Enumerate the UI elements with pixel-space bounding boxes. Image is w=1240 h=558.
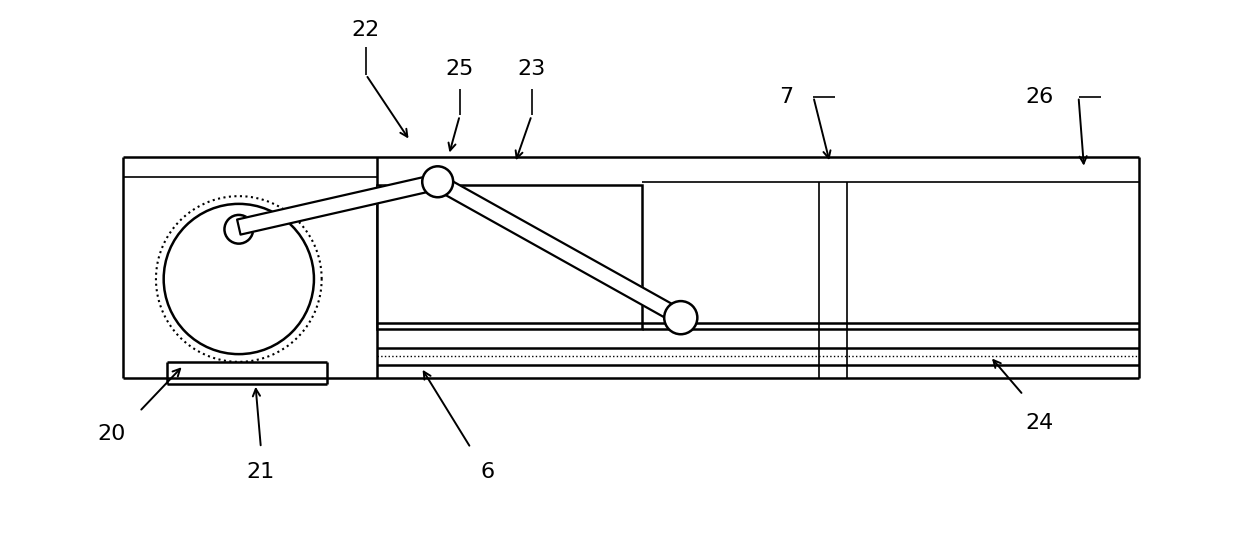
Text: 21: 21 xyxy=(247,463,275,482)
Bar xyxy=(377,185,642,329)
Circle shape xyxy=(224,215,253,244)
Polygon shape xyxy=(237,174,439,234)
Text: 25: 25 xyxy=(445,59,474,79)
Text: 6: 6 xyxy=(480,463,495,482)
Polygon shape xyxy=(434,175,684,324)
Text: 7: 7 xyxy=(779,86,792,107)
Circle shape xyxy=(665,301,697,334)
Text: 26: 26 xyxy=(1025,86,1054,107)
Text: 20: 20 xyxy=(98,424,126,444)
Text: 24: 24 xyxy=(1025,412,1054,432)
Circle shape xyxy=(423,166,453,197)
Text: 23: 23 xyxy=(517,59,546,79)
Text: 22: 22 xyxy=(352,21,379,40)
